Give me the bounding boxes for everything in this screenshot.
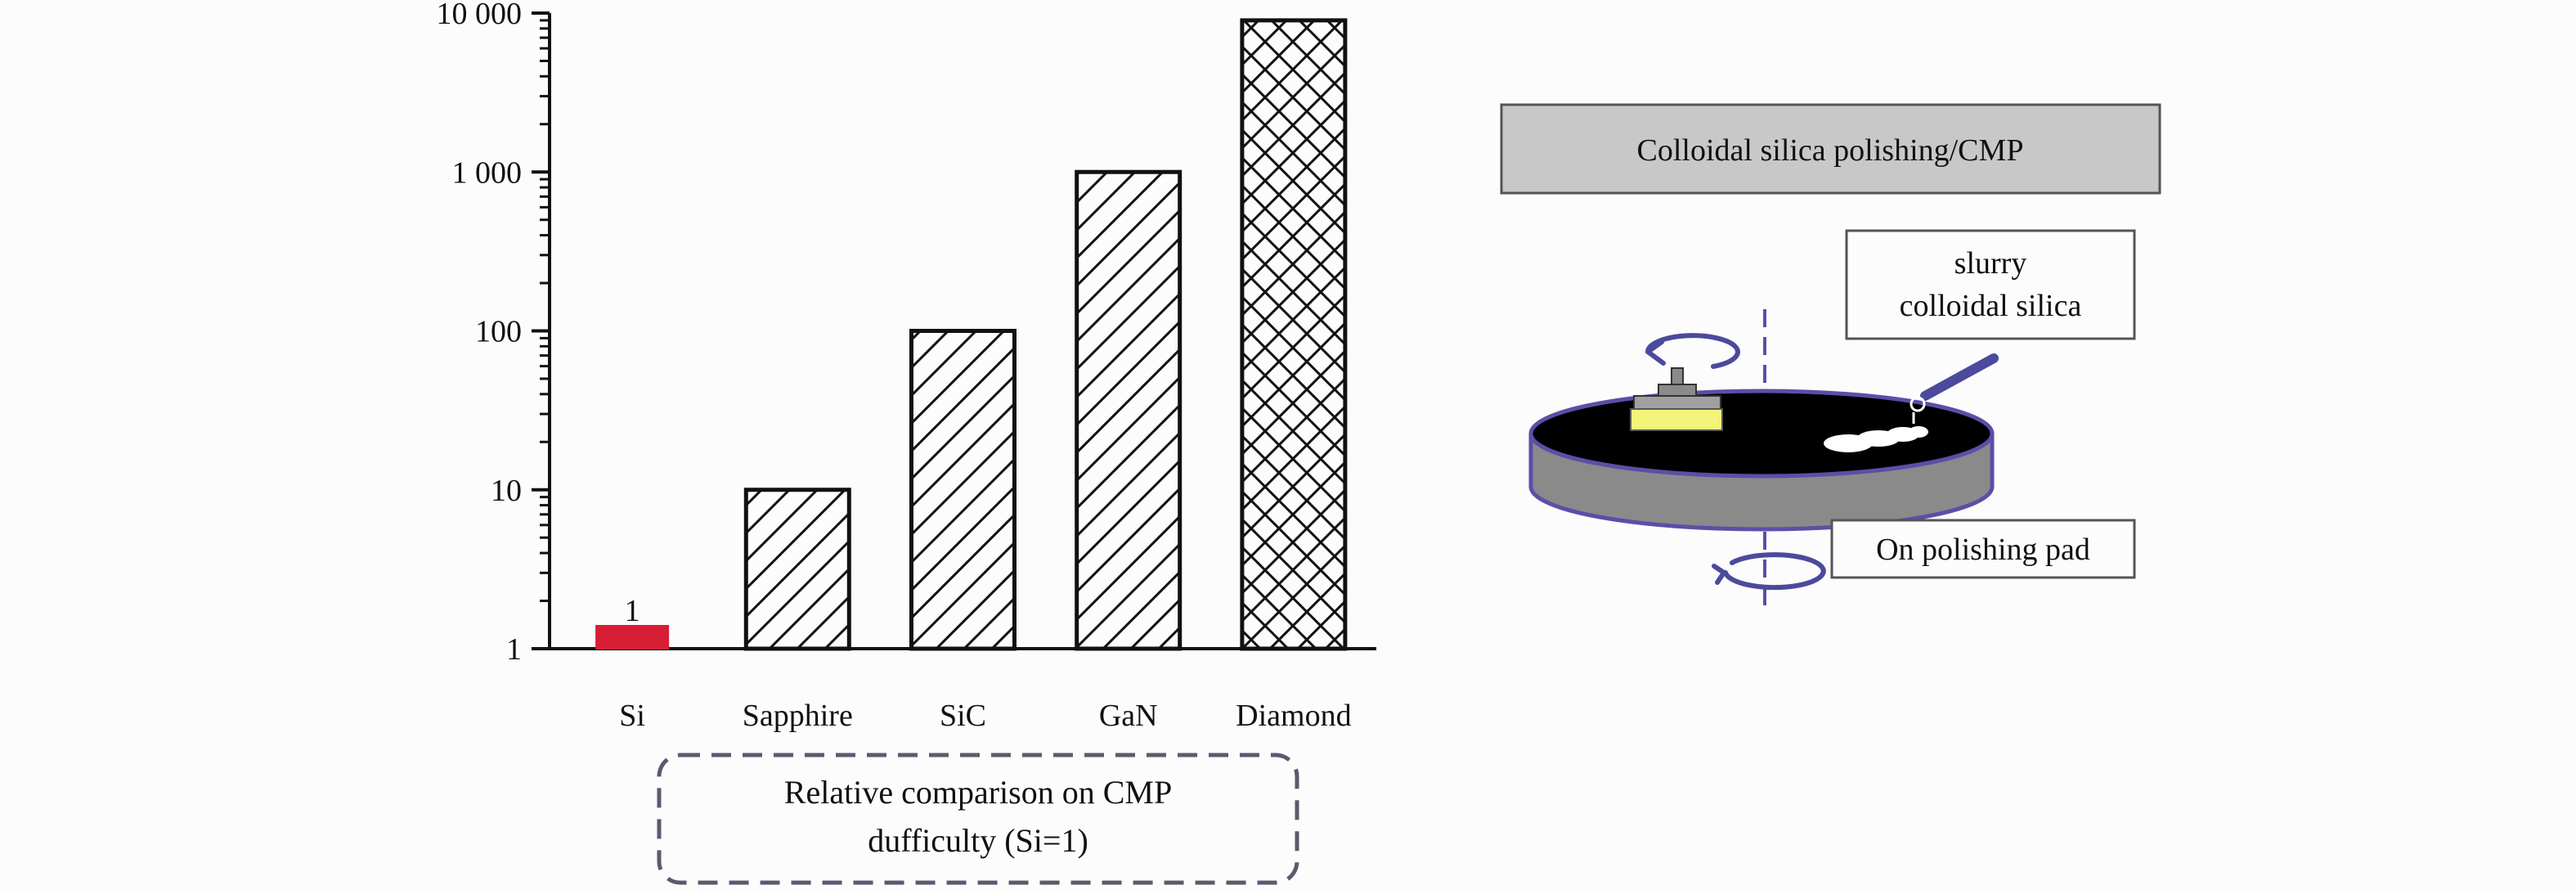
y-major-ticks: 1 10 100 1 000 10 000 xyxy=(437,0,550,667)
bar-sapphire xyxy=(743,488,851,651)
x-tick-labels: Si Sapphire SiC GaN Diamond xyxy=(619,699,1351,733)
pad-label: On polishing pad xyxy=(1876,533,2090,567)
slurry-label-line-2: colloidal silica xyxy=(1900,289,2082,323)
slurry-nozzle xyxy=(1910,353,1999,424)
bar-sic xyxy=(909,329,1016,651)
bar-gan xyxy=(1075,169,1183,651)
polishing-pad xyxy=(1528,389,1995,532)
pad-rotation-arrow-icon xyxy=(1712,552,1826,591)
bars xyxy=(595,18,1348,651)
y-tick-label: 10 xyxy=(491,474,522,508)
slurry-droplets xyxy=(1824,426,1928,452)
y-tick-label: 100 xyxy=(475,315,522,349)
caption-line-2: dufficulty (Si=1) xyxy=(868,822,1088,859)
y-tick-label: 10 000 xyxy=(437,0,523,31)
pad-label-box xyxy=(1830,519,2136,579)
carrier-rotation-arrow-icon xyxy=(1645,333,1740,369)
cmp-diagram: Colloidal silica polishing/CMP slurry co… xyxy=(1500,103,2161,615)
data-labels: 1 xyxy=(625,594,640,628)
caption-frame xyxy=(657,753,1299,885)
x-tick-label: GaN xyxy=(1099,699,1158,733)
slurry-label-box xyxy=(1845,229,2136,340)
cmp-title: Colloidal silica polishing/CMP xyxy=(1637,133,2024,168)
chart-caption-box: Relative comparison on CMP dufficulty (S… xyxy=(657,753,1299,885)
x-tick-label: Sapphire xyxy=(743,699,853,733)
x-tick-label: Diamond xyxy=(1236,699,1351,733)
y-tick-label: 1 000 xyxy=(452,155,523,190)
wafer xyxy=(1630,408,1723,431)
y-tick-label: 1 xyxy=(506,632,522,667)
y-minor-ticks xyxy=(540,19,550,603)
slurry-label-line-1: slurry xyxy=(1954,246,2027,281)
x-tick-label: SiC xyxy=(940,699,986,733)
wafer-carrier xyxy=(1630,367,1723,431)
cmp-title-box xyxy=(1500,103,2161,195)
caption-line-1: Relative comparison on CMP xyxy=(784,774,1172,811)
bar-si xyxy=(595,625,670,650)
bar-chart: 1 10 100 1 000 10 000 Si Sapphire SiC GaN Diamon… xyxy=(437,0,1376,733)
bar-diamond xyxy=(1240,18,1348,651)
x-tick-label: Si xyxy=(619,699,645,733)
data-label: 1 xyxy=(625,594,640,628)
